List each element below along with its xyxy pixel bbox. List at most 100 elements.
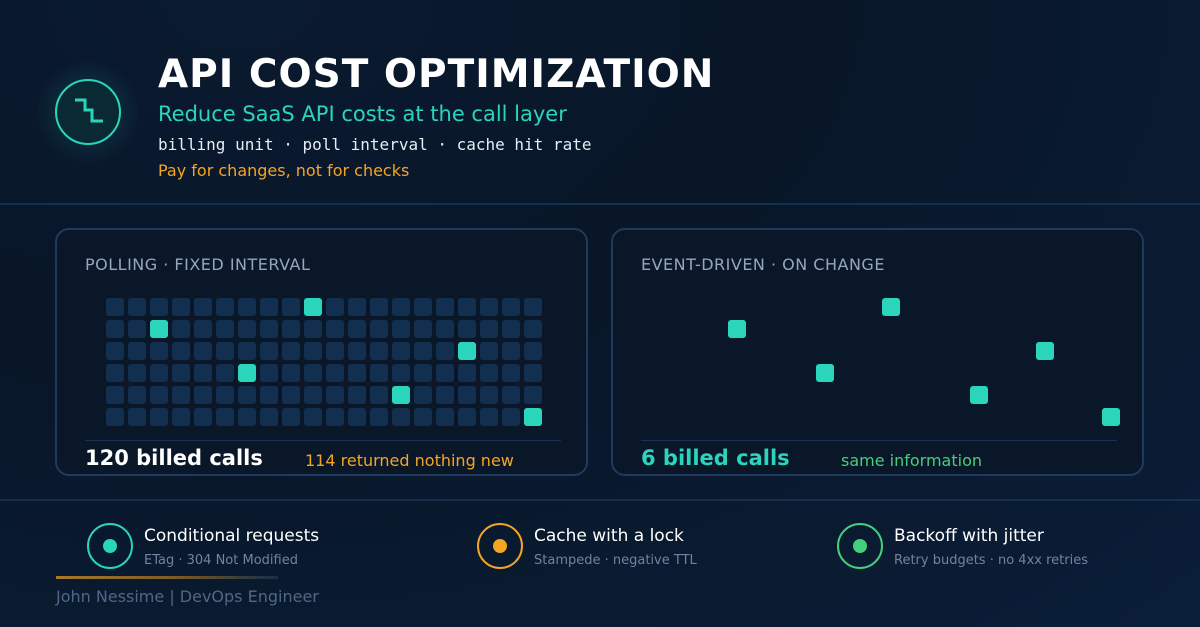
billed-call-empty (106, 386, 124, 404)
billed-call-empty (436, 386, 454, 404)
billed-call-empty (326, 386, 344, 404)
billed-call-event (816, 364, 834, 382)
billed-call-empty (502, 298, 520, 316)
billed-call-empty (348, 298, 366, 316)
billed-call-event (1102, 408, 1120, 426)
billed-call-empty (260, 342, 278, 360)
polling-panel-label: POLLING · FIXED INTERVAL (85, 255, 311, 274)
header-divider (0, 203, 1200, 205)
billed-call-empty (216, 386, 234, 404)
billed-call-empty (348, 386, 366, 404)
billed-call-empty (128, 386, 146, 404)
feature-subtitle: ETag · 304 Not Modified (144, 553, 298, 568)
billed-call-event (728, 320, 746, 338)
icon-dot (103, 539, 117, 553)
billed-call-empty (436, 342, 454, 360)
billed-call-empty (194, 342, 212, 360)
billed-call-empty (304, 386, 322, 404)
target-icon (87, 523, 133, 569)
billed-call-empty (260, 408, 278, 426)
billed-call-empty (414, 386, 432, 404)
icon-dot (493, 539, 507, 553)
billed-call-empty (282, 342, 300, 360)
billed-call-empty (194, 386, 212, 404)
billed-call-empty (172, 386, 190, 404)
feature-subtitle: Stampede · negative TTL (534, 553, 697, 568)
billed-call-empty (458, 320, 476, 338)
billed-call-empty (128, 298, 146, 316)
billed-call-empty (150, 408, 168, 426)
billed-call-empty (480, 298, 498, 316)
billed-call-empty (216, 408, 234, 426)
billed-call-empty (348, 364, 366, 382)
billed-call-empty (480, 364, 498, 382)
billed-call-empty (128, 408, 146, 426)
billed-call-empty (172, 342, 190, 360)
billed-call-empty (216, 320, 234, 338)
billed-call-empty (370, 320, 388, 338)
billed-call-empty (414, 342, 432, 360)
author-credit: John Nessime | DevOps Engineer (56, 587, 319, 606)
billed-call-changed (392, 386, 410, 404)
billed-call-empty (128, 342, 146, 360)
billed-call-empty (326, 342, 344, 360)
billed-call-event (970, 386, 988, 404)
billed-call-empty (480, 408, 498, 426)
billed-call-empty (524, 342, 542, 360)
billed-call-changed (150, 320, 168, 338)
billed-call-empty (216, 364, 234, 382)
billed-call-empty (524, 320, 542, 338)
billed-call-empty (238, 320, 256, 338)
billed-call-empty (216, 342, 234, 360)
metrics-line: billing unit · poll interval · cache hit… (158, 135, 592, 154)
billed-call-empty (304, 364, 322, 382)
event-driven-panel-label: EVENT-DRIVEN · ON CHANGE (641, 255, 885, 274)
retry-dot-icon (837, 523, 883, 569)
billed-call-empty (370, 342, 388, 360)
billed-call-empty (260, 364, 278, 382)
billed-call-empty (260, 386, 278, 404)
billed-call-changed (524, 408, 542, 426)
billed-call-empty (238, 342, 256, 360)
accent-line (56, 576, 278, 579)
billed-call-empty (502, 320, 520, 338)
feature-title: Backoff with jitter (894, 526, 1044, 546)
billed-call-empty (282, 364, 300, 382)
billed-call-changed (304, 298, 322, 316)
event-driven-panel: EVENT-DRIVEN · ON CHANGE 6 billed calls … (611, 228, 1144, 476)
billed-call-empty (414, 408, 432, 426)
event-driven-panel-rule (641, 440, 1117, 441)
billed-call-empty (524, 364, 542, 382)
billed-call-empty (150, 386, 168, 404)
billed-call-empty (106, 364, 124, 382)
event-driven-billed-calls: 6 billed calls (641, 446, 790, 470)
polling-panel-rule (85, 440, 561, 441)
billed-call-empty (458, 364, 476, 382)
billed-call-empty (172, 408, 190, 426)
billed-call-empty (260, 298, 278, 316)
billed-call-empty (502, 364, 520, 382)
billed-call-empty (348, 342, 366, 360)
page-title: API COST OPTIMIZATION (158, 52, 715, 97)
tagline: Pay for changes, not for checks (158, 161, 410, 180)
billed-call-empty (282, 298, 300, 316)
page-subtitle: Reduce SaaS API costs at the call layer (158, 102, 567, 126)
billed-call-event (882, 298, 900, 316)
feature-title: Cache with a lock (534, 526, 684, 546)
billed-call-empty (370, 364, 388, 382)
billed-call-empty (282, 408, 300, 426)
billed-call-empty (106, 342, 124, 360)
billed-call-empty (326, 408, 344, 426)
billed-call-empty (106, 320, 124, 338)
billed-call-empty (216, 298, 234, 316)
billed-call-empty (238, 386, 256, 404)
billed-call-empty (194, 320, 212, 338)
billed-call-empty (326, 364, 344, 382)
billed-call-empty (414, 298, 432, 316)
billed-call-empty (480, 386, 498, 404)
billed-call-empty (106, 408, 124, 426)
features-divider (0, 499, 1200, 501)
billed-call-empty (128, 364, 146, 382)
billed-call-empty (502, 386, 520, 404)
billed-call-empty (304, 320, 322, 338)
